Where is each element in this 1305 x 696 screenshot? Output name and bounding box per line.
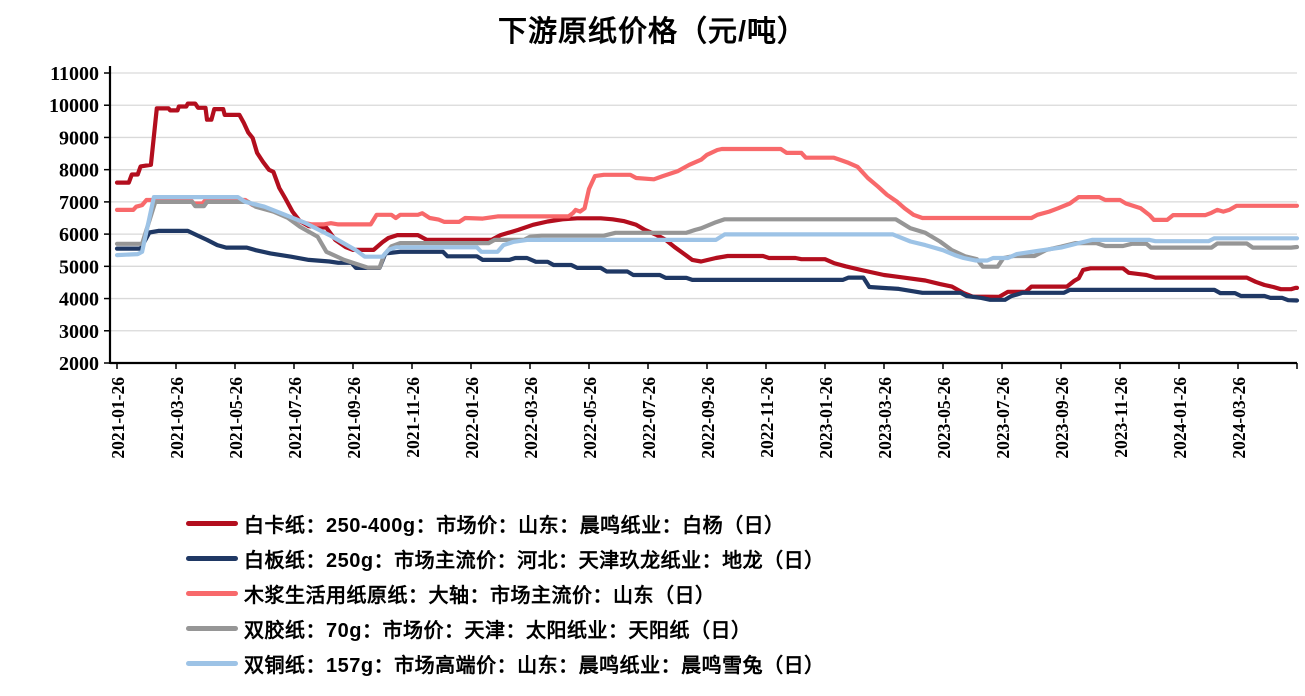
chart-legend: 白卡纸：250-400g：市场价：山东：晨鸣纸业：白杨（日） 白板纸：250g：市… [186, 506, 825, 681]
x-axis-label: 2021-03-26 [167, 377, 187, 459]
y-axis-label: 4000 [59, 289, 99, 311]
x-axis-label: 2022-03-26 [521, 377, 541, 459]
x-axis-label: 2021-05-26 [226, 377, 246, 459]
x-axis-label: 2023-03-26 [875, 377, 895, 459]
y-axis-label: 7000 [59, 192, 99, 214]
y-axis-label: 8000 [59, 160, 99, 182]
y-axis-label: 3000 [59, 321, 99, 343]
x-axis-label: 2023-07-26 [993, 377, 1013, 459]
legend-swatch-5 [186, 661, 238, 666]
chart-title: 下游原纸价格（元/吨） [497, 16, 808, 48]
legend-label-5: 双铜纸：157g：市场高端价：山东：晨鸣纸业：晨鸣雪兔（日） [244, 655, 825, 677]
x-axis-label: 2022-01-26 [462, 377, 482, 459]
legend-item-4: 双胶纸：70g：市场价：天津：太阳纸业：天阳纸（日） [186, 611, 825, 646]
y-axis-label: 2000 [59, 353, 99, 375]
y-axis-label: 11000 [50, 63, 99, 85]
legend-swatch-4 [186, 626, 238, 631]
legend-item-5: 双铜纸：157g：市场高端价：山东：晨鸣纸业：晨鸣雪兔（日） [186, 646, 825, 681]
legend-item-3: 木浆生活用纸原纸：大轴：市场主流价：山东（日） [186, 576, 825, 611]
x-axis-label: 2022-05-26 [580, 377, 600, 459]
legend-label-2: 白板纸：250g：市场主流价：河北：天津玖龙纸业：地龙（日） [244, 550, 825, 572]
series-line-5 [114, 195, 1300, 263]
y-axis-label: 9000 [59, 127, 99, 149]
x-axis-label: 2022-11-26 [757, 377, 777, 458]
x-axis-label: 2023-11-26 [1111, 377, 1131, 458]
x-axis-label: 2022-07-26 [639, 377, 659, 459]
x-axis-label: 2023-09-26 [1052, 377, 1072, 459]
x-axis-label: 2021-07-26 [285, 377, 305, 459]
x-axis-label: 2024-03-26 [1229, 377, 1249, 459]
legend-label-4: 双胶纸：70g：市场价：天津：太阳纸业：天阳纸（日） [244, 620, 752, 642]
legend-item-2: 白板纸：250g：市场主流价：河北：天津玖龙纸业：地龙（日） [186, 541, 825, 576]
legend-swatch-1 [186, 521, 238, 526]
legend-label-1: 白卡纸：250-400g：市场价：山东：晨鸣纸业：白杨（日） [244, 515, 785, 537]
x-axis-label: 2024-01-26 [1170, 377, 1190, 459]
x-axis-label: 2023-05-26 [934, 377, 954, 459]
series-line-2 [114, 228, 1300, 303]
legend-label-3: 木浆生活用纸原纸：大轴：市场主流价：山东（日） [244, 585, 716, 607]
line-chart: 2000 3000 4000 5000 6000 7000 8000 9000 10000 110… [49, 63, 1300, 459]
legend-swatch-3 [186, 591, 238, 596]
x-axis-label: 2021-09-26 [344, 377, 364, 459]
legend-item-1: 白卡纸：250-400g：市场价：山东：晨鸣纸业：白杨（日） [186, 506, 825, 541]
y-axis-label: 5000 [59, 256, 99, 278]
x-axis-label: 2023-01-26 [816, 377, 836, 459]
x-axis-label: 2021-01-26 [108, 377, 128, 459]
x-axis-label: 2022-09-26 [698, 377, 718, 459]
y-axis-label: 6000 [59, 224, 99, 246]
x-axis-label: 2021-11-26 [403, 377, 423, 458]
legend-swatch-2 [186, 556, 238, 561]
series-line-1 [114, 101, 1300, 299]
y-axis-label: 10000 [49, 95, 99, 117]
